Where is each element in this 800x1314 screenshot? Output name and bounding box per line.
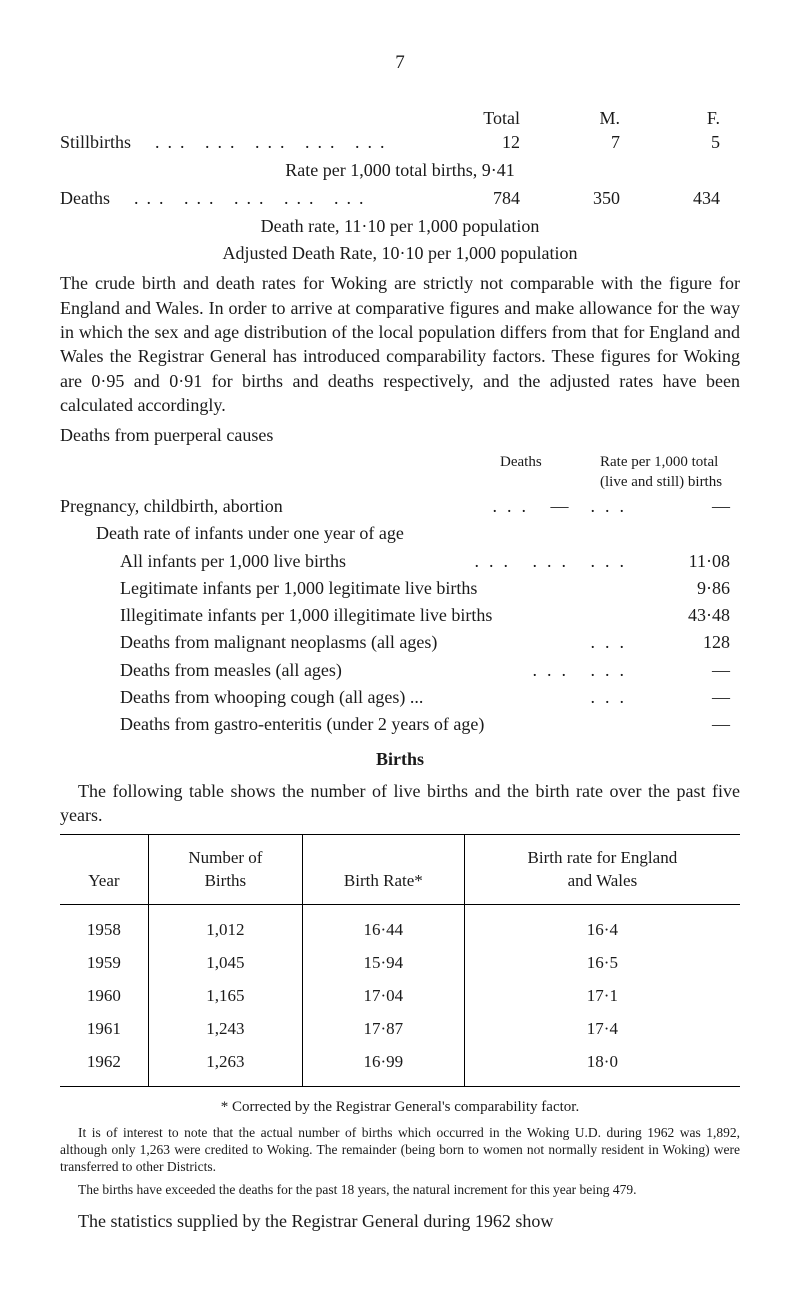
stat-label: Legitimate infants per 1,000 legitimate … <box>120 576 640 600</box>
val-stillbirths-total: 12 <box>440 130 540 154</box>
stat-label: Deaths from measles (all ages) <box>120 658 527 682</box>
cell-ew: 17·1 <box>464 980 740 1013</box>
stat-label: All infants per 1,000 live births <box>120 549 469 573</box>
dots: ... ... <box>533 658 635 682</box>
footnote-asterisk: * Corrected by the Registrar General's c… <box>60 1097 740 1117</box>
cell-births: 1,263 <box>148 1046 302 1086</box>
dots: ... <box>591 494 635 518</box>
cell-rate: 15·94 <box>302 947 464 980</box>
val-stillbirths-m: 7 <box>540 130 640 154</box>
cell-ew: 18·0 <box>464 1046 740 1086</box>
dots: ... ... ... <box>475 549 635 573</box>
val-deaths-f: 434 <box>640 186 740 210</box>
stat-rate: 9·86 <box>640 576 740 600</box>
header-f: F. <box>640 106 740 130</box>
col-england-wales: Birth rate for England and Wales <box>464 834 740 905</box>
cell-year: 1960 <box>60 980 148 1013</box>
cell-rate: 16·99 <box>302 1046 464 1086</box>
dots: ... — <box>493 494 579 518</box>
stat-pregnancy: Pregnancy, childbirth, abortion ... — ..… <box>60 494 740 518</box>
cell-ew: 16·4 <box>464 905 740 947</box>
cell-ew: 17·4 <box>464 1013 740 1046</box>
table-rule <box>60 1086 740 1087</box>
col-year: Year <box>60 834 148 905</box>
cell-births: 1,243 <box>148 1013 302 1046</box>
table-row: 1960 1,165 17·04 17·1 <box>60 980 740 1013</box>
dots: ... <box>591 630 635 654</box>
cell-births: 1,045 <box>148 947 302 980</box>
stat-rate: — <box>640 685 740 709</box>
births-heading: Births <box>60 747 740 771</box>
footnote-2: The births have exceeded the deaths for … <box>60 1182 740 1199</box>
cell-births: 1,012 <box>148 905 302 947</box>
stat-malignant: Deaths from malignant neoplasms (all age… <box>60 630 740 654</box>
stat-rate: — <box>640 494 740 518</box>
val-deaths-m: 350 <box>540 186 640 210</box>
stat-all-infants: All infants per 1,000 live births ... ..… <box>60 549 740 573</box>
stat-legitimate-infants: Legitimate infants per 1,000 legitimate … <box>60 576 740 600</box>
footnote-1-text: It is of interest to note that the actua… <box>60 1125 740 1174</box>
header-total: Total <box>440 106 540 130</box>
label-deaths: Deaths <box>60 186 110 210</box>
dots: ... ... ... ... ... <box>130 186 376 210</box>
stat-whooping-cough: Deaths from whooping cough (all ages) ..… <box>60 685 740 709</box>
stat-measles: Deaths from measles (all ages) ... ... — <box>60 658 740 682</box>
table-row: 1962 1,263 16·99 18·0 <box>60 1046 740 1086</box>
stat-rate: — <box>640 712 740 736</box>
closing-paragraph: The statistics supplied by the Registrar… <box>60 1209 740 1233</box>
stat-label: Pregnancy, childbirth, abortion <box>60 494 487 518</box>
cell-rate: 16·44 <box>302 905 464 947</box>
stat-rate: — <box>640 658 740 682</box>
stat-rate: 11·08 <box>640 549 740 573</box>
stat-label: Deaths from malignant neoplasms (all age… <box>120 630 585 654</box>
cell-year: 1961 <box>60 1013 148 1046</box>
cell-year: 1959 <box>60 947 148 980</box>
births-intro: The following table shows the number of … <box>60 779 740 828</box>
footnote-2-text: The births have exceeded the deaths for … <box>78 1182 637 1197</box>
val-stillbirths-f: 5 <box>640 130 740 154</box>
cell-ew: 16·5 <box>464 947 740 980</box>
table-row: 1959 1,045 15·94 16·5 <box>60 947 740 980</box>
cell-births: 1,165 <box>148 980 302 1013</box>
stat-label: Deaths from whooping cough (all ages) ..… <box>120 685 585 709</box>
stat-label: Death rate of infants under one year of … <box>96 521 740 545</box>
cell-rate: 17·87 <box>302 1013 464 1046</box>
col-birth-rate: Birth Rate* <box>302 834 464 905</box>
body-paragraph: The crude birth and death rates for Woki… <box>60 271 740 417</box>
stat-gastro-enteritis: Deaths from gastro-enteritis (under 2 ye… <box>60 712 740 736</box>
footnote-1: It is of interest to note that the actua… <box>60 1125 740 1176</box>
table-row: 1961 1,243 17·87 17·4 <box>60 1013 740 1046</box>
stat-rate: 128 <box>640 630 740 654</box>
dots: ... <box>591 685 635 709</box>
val-deaths-total: 784 <box>440 186 540 210</box>
death-rate-line: Death rate, 11·10 per 1,000 population <box>60 214 740 238</box>
row-stillbirths: Stillbirths ... ... ... ... ... 12 7 5 <box>60 130 740 154</box>
table-row: 1958 1,012 16·44 16·4 <box>60 905 740 947</box>
top-table-header: Total M. F. <box>60 106 740 130</box>
rate-per-1000-births: Rate per 1,000 total births, 9·41 <box>60 158 740 182</box>
stat-rate: 43·48 <box>640 603 740 627</box>
stat-label: Illegitimate infants per 1,000 illegitim… <box>120 603 640 627</box>
dots: ... ... ... ... ... <box>151 130 397 154</box>
stat-death-rate-infants: Death rate of infants under one year of … <box>60 521 740 545</box>
adjusted-death-rate-line: Adjusted Death Rate, 10·10 per 1,000 pop… <box>60 241 740 265</box>
stat-illegitimate-infants: Illegitimate infants per 1,000 illegitim… <box>60 603 740 627</box>
cell-rate: 17·04 <box>302 980 464 1013</box>
col-number-births: Number of Births <box>148 834 302 905</box>
cell-year: 1958 <box>60 905 148 947</box>
puerperal-heading: Deaths from puerperal causes <box>60 423 740 447</box>
births-table: Year Number of Births Birth Rate* Birth … <box>60 834 740 1087</box>
page-number: 7 <box>60 50 740 76</box>
label-stillbirths: Stillbirths <box>60 130 131 154</box>
col-rate-label: Rate per 1,000 total (live and still) bi… <box>600 452 740 493</box>
stat-label: Deaths from gastro-enteritis (under 2 ye… <box>120 712 640 736</box>
row-deaths: Deaths ... ... ... ... ... 784 350 434 <box>60 186 740 210</box>
cell-year: 1962 <box>60 1046 148 1086</box>
right-note-header: Deaths Rate per 1,000 total (live and st… <box>60 452 740 493</box>
col-deaths-label: Deaths <box>500 452 570 493</box>
header-m: M. <box>540 106 640 130</box>
